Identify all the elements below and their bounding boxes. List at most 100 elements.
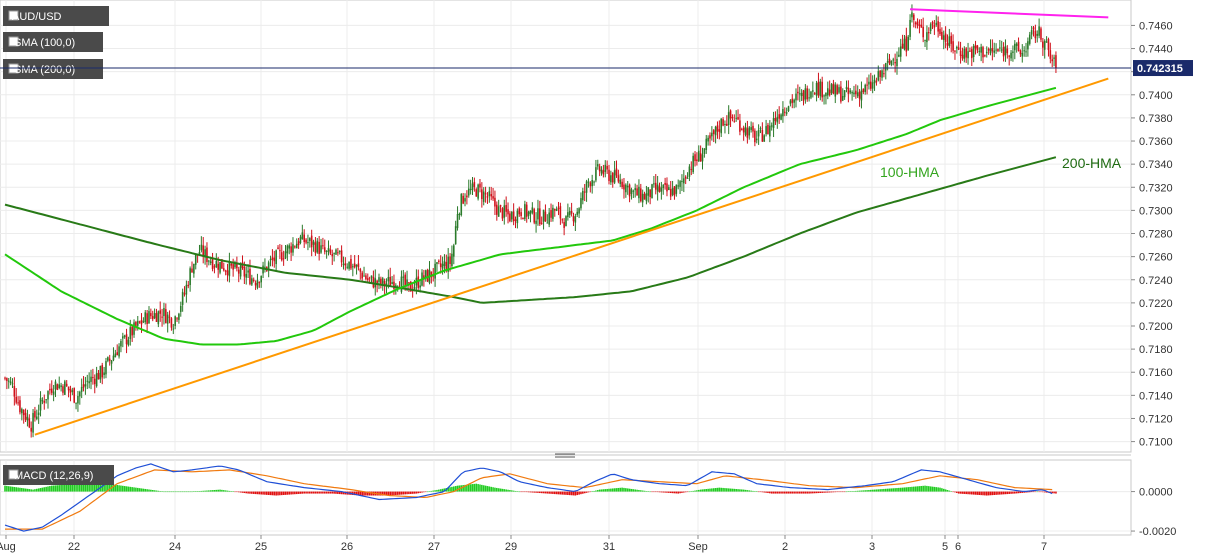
candle-body [868,81,870,85]
candle-body [125,334,128,345]
macd-histogram-bar [688,491,691,493]
candle-body [22,409,25,416]
candle-body [260,276,262,283]
macd-histogram-bar [638,490,640,492]
candle-body [267,262,270,270]
macd-histogram-bar [303,491,305,494]
candle-body [153,313,156,319]
macd-histogram-bar [907,487,910,492]
macd-histogram-bar [671,491,674,494]
candle-body [344,263,347,266]
candle-body [39,398,42,411]
macd-histogram-bar [209,490,212,492]
candle-body [890,60,893,66]
macd-histogram-bar [439,489,442,492]
candle-body [817,81,820,96]
macd-histogram-bar [310,491,313,494]
candle-body [514,219,517,222]
candle-body [866,84,868,86]
macd-histogram-bar [301,491,304,494]
macd-histogram-bar [90,483,92,492]
candle-body [467,188,470,196]
macd-histogram-bar [224,490,227,492]
macd-histogram-bar [582,491,584,494]
candle-body [286,245,289,254]
candle-body [671,188,674,195]
macd-histogram-bar [15,487,18,492]
candle-body [623,184,625,190]
price-axis: 0.7100 0.7120 0.7140 0.7160 0.7180 0.7200 0.72… [1131,20,1173,449]
macd-histogram-bar [138,488,141,492]
macd-histogram-bar [750,490,752,492]
macd-histogram-bar [97,483,100,492]
macd-histogram-bar [871,489,874,492]
macd-histogram-bar [718,487,721,492]
macd-histogram-bar [1036,491,1039,493]
legend-sma200[interactable]: SMA (200,0) [3,59,103,79]
candle-body [402,276,405,278]
macd-histogram-bar [136,487,139,492]
macd-histogram-bar [587,491,590,493]
macd-histogram-bar [295,491,298,495]
candle-body [191,268,193,273]
panel-resize-handle[interactable] [555,453,575,458]
macd-histogram-bar [626,488,629,492]
candle-body [718,129,721,132]
macd-histogram-bar [735,488,737,492]
candle-body [99,365,102,380]
candle-body [144,312,147,323]
candle-body [888,58,891,64]
macd-histogram-bar [969,491,971,495]
macd-histogram-bar [481,484,483,492]
price-tick-label: 0.7120 [1139,413,1173,425]
macd-histogram-bar [200,490,203,492]
macd-histogram-bar [649,491,651,493]
macd-histogram-bar [608,488,610,492]
macd-histogram-bar [92,483,94,492]
price-series [4,4,1109,438]
candle-body [982,47,984,58]
macd-histogram-bar [782,491,784,494]
legend-symbol[interactable]: AUD/USD [3,6,109,26]
macd-histogram-bar [73,484,75,492]
macd-histogram-bar [1023,491,1025,493]
candle-body [507,209,509,215]
macd-histogram-bar [37,488,40,492]
macd-histogram-bar [71,484,74,492]
candle-body [707,137,709,142]
candle-body [950,35,953,44]
macd-histogram-bar [989,491,992,496]
macd-histogram-bar [855,490,857,492]
candle-body [279,250,281,252]
candle-body [269,258,272,261]
macd-histogram-bar [151,490,154,492]
macd-histogram-bar [490,486,492,492]
macd-histogram-bar [172,491,175,493]
candle-body [95,373,98,387]
legend-macd[interactable]: MACD (12,26,9) [3,465,114,485]
macd-histogram-bar [778,491,780,494]
macd-histogram-bar [189,491,191,493]
candle-body [913,14,915,21]
candle-body [357,263,360,268]
candle-body [819,81,822,97]
macd-histogram-bar [249,491,251,494]
candle-body [701,154,704,162]
candle-body [323,247,326,252]
macd-histogram-bar [494,487,496,492]
macd-histogram-bar [660,491,663,493]
hma100-line [4,86,1057,346]
macd-histogram-bar [903,487,906,492]
macd-histogram-bar [898,487,900,492]
macd-histogram-bar [258,491,261,495]
macd-histogram-bar [800,491,803,494]
candle-body [649,189,651,198]
candle-body [488,191,491,197]
macd-histogram-bar [108,483,111,492]
legend-sma100[interactable]: SMA (100,0) [3,32,103,52]
candle-body [694,154,696,162]
candle-body [787,106,790,112]
candle-body [604,164,607,172]
macd-histogram-bar [888,488,891,492]
